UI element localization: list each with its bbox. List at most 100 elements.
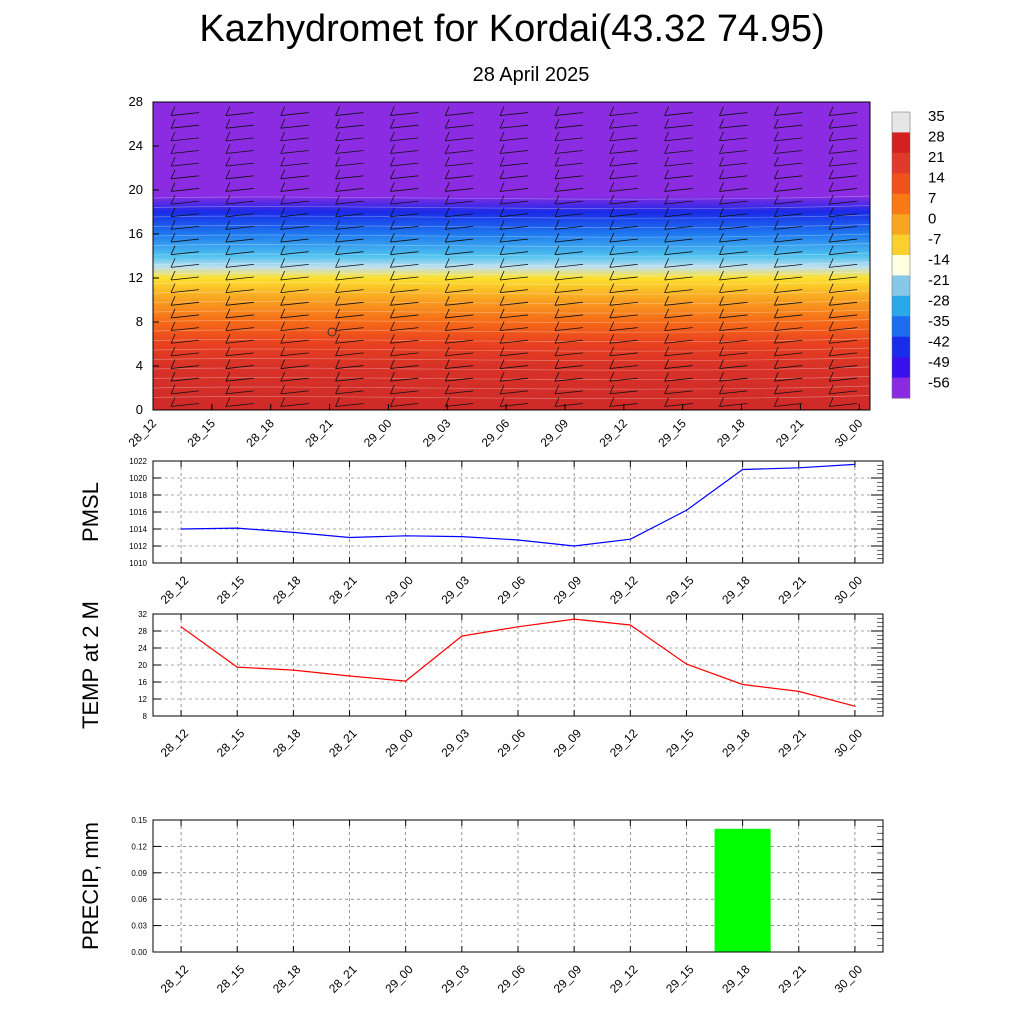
wind-barb xyxy=(609,263,638,268)
x-tick-label: 28_15 xyxy=(214,962,248,996)
wind-barb xyxy=(554,339,583,344)
wind-barb xyxy=(170,188,200,192)
wind-barb-flag xyxy=(280,308,286,319)
wind-barb-flag xyxy=(609,270,615,281)
x-tick-label: 28_12 xyxy=(158,962,192,996)
wind-barb-flag xyxy=(390,194,395,205)
contour-line xyxy=(152,319,871,324)
wind-barb xyxy=(719,162,748,167)
wind-barb-flag xyxy=(828,283,834,293)
wind-barb-flag xyxy=(280,346,286,357)
wind-barb-flag xyxy=(335,308,340,319)
wind-barb xyxy=(280,226,309,230)
wind-barb xyxy=(554,352,583,357)
wind-barb xyxy=(500,377,529,382)
colorbar-swatch xyxy=(892,214,910,236)
y-tick-label: 28 xyxy=(138,627,147,636)
x-tick-label: 29_03 xyxy=(420,416,454,450)
wind-barb xyxy=(280,314,309,319)
wind-barb xyxy=(829,200,858,205)
x-tick-label: 29_06 xyxy=(495,573,529,607)
wind-barb xyxy=(390,289,419,294)
x-tick-label: 29_21 xyxy=(775,573,809,607)
wind-barb xyxy=(335,327,364,331)
wind-barb-flag xyxy=(444,397,450,407)
wind-barb xyxy=(445,238,474,243)
wind-barb xyxy=(170,226,200,230)
wind-barb xyxy=(664,238,693,243)
wind-barb xyxy=(609,289,638,294)
wind-barb-flag xyxy=(170,144,176,154)
wind-barb xyxy=(390,365,419,369)
wind-barb xyxy=(280,213,309,218)
wind-barb-flag xyxy=(828,169,834,179)
wind-barb xyxy=(335,188,364,192)
wind-barb-flag xyxy=(390,207,395,217)
wind-barb xyxy=(500,213,529,218)
wind-barb-flag xyxy=(225,258,231,268)
wind-barb-flag xyxy=(554,156,560,167)
wind-barb xyxy=(280,403,309,407)
wind-barb-flag xyxy=(499,283,505,293)
wind-barb-flag xyxy=(664,258,669,268)
data-point xyxy=(517,539,519,541)
panel-border xyxy=(152,613,884,717)
wind-barb-flag xyxy=(170,283,176,293)
wind-barb-flag xyxy=(719,296,724,306)
wind-barb-flag xyxy=(170,258,176,268)
wind-barb-flag xyxy=(828,207,834,217)
wind-barb xyxy=(774,238,803,243)
wind-barb xyxy=(225,390,254,395)
y-tick-label: 1016 xyxy=(129,508,147,517)
wind-barb xyxy=(774,175,803,180)
wind-barb xyxy=(664,390,693,395)
y-tick-label: 12 xyxy=(138,695,147,704)
x-tick-label: 29_12 xyxy=(607,726,641,760)
wind-barb-flag xyxy=(773,245,779,255)
wind-barb xyxy=(719,403,748,407)
wind-barb-flag xyxy=(225,308,231,319)
wind-barb-flag xyxy=(719,156,724,167)
wind-barb xyxy=(774,226,803,230)
wind-barb xyxy=(170,365,200,369)
y-tick-label: 0.03 xyxy=(131,922,147,931)
wind-barb-flag xyxy=(499,397,505,407)
x-tick-label: 30_00 xyxy=(832,416,866,450)
wind-barb xyxy=(390,162,419,167)
y-tick-label: 0.15 xyxy=(131,816,147,825)
wind-barb xyxy=(170,314,200,319)
wind-barb xyxy=(170,162,200,167)
wind-barb-flag xyxy=(280,397,286,407)
wind-barb xyxy=(280,162,309,167)
wind-barb xyxy=(719,301,748,306)
wind-barb xyxy=(774,124,803,129)
contour-line xyxy=(152,338,871,343)
wind-barb-flag xyxy=(499,182,505,192)
wind-barb xyxy=(719,238,748,243)
wind-barb xyxy=(500,289,529,294)
wind-barb xyxy=(170,213,200,218)
wind-barb-flag xyxy=(280,232,286,243)
wind-barb xyxy=(774,314,803,319)
wind-barb-flag xyxy=(664,308,669,319)
wind-barb-flag xyxy=(828,131,834,142)
wind-barb-flag xyxy=(444,270,450,281)
wind-barb-flag xyxy=(609,346,615,357)
wind-barb-flag xyxy=(390,131,395,142)
wind-barb-flag xyxy=(554,232,560,243)
wind-barb xyxy=(774,112,803,116)
wind-barb xyxy=(445,112,474,116)
contour-line xyxy=(152,376,871,381)
wind-barb-flag xyxy=(554,207,560,217)
wind-barb-flag xyxy=(225,144,231,154)
wind-barb xyxy=(500,251,529,256)
y-tick-label: 24 xyxy=(138,644,147,653)
x-tick-label: 28_12 xyxy=(158,726,192,760)
wind-barb-flag xyxy=(664,169,669,179)
wind-barb xyxy=(390,352,419,357)
wind-barb-flag xyxy=(773,106,779,116)
wind-barb-flag xyxy=(225,156,231,167)
wind-barb-flag xyxy=(335,334,340,344)
wind-barb-flag xyxy=(719,359,724,369)
wind-barb xyxy=(280,289,309,294)
